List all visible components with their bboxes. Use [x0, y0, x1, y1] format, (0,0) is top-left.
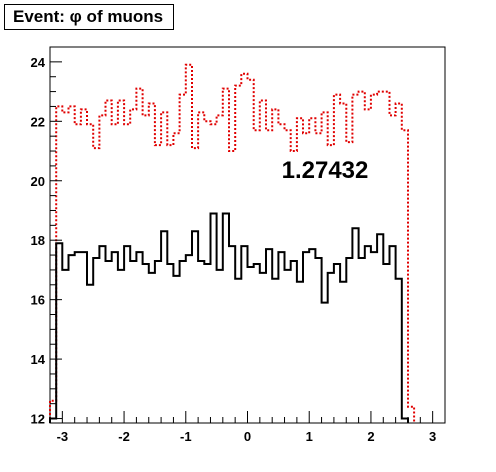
x-tick-label: 2 — [367, 429, 374, 444]
x-tick-label: -2 — [118, 429, 130, 444]
plot-frame — [49, 46, 446, 424]
x-tick-label: 3 — [429, 429, 436, 444]
y-tick-label: 24 — [31, 55, 46, 70]
x-tick-label: -3 — [57, 429, 69, 444]
chart-title: Event: φ of muons — [4, 4, 175, 30]
series-layer — [49, 63, 416, 423]
x-tick-label: 1 — [306, 429, 313, 444]
histogram-series-2 — [49, 212, 409, 423]
y-tick-label: 20 — [31, 174, 45, 189]
y-tick-label: 16 — [31, 293, 45, 308]
y-tick-label: 12 — [31, 412, 45, 427]
annotation-label: 1.27432 — [282, 157, 369, 184]
y-tick-label: 18 — [31, 233, 45, 248]
y-tick-label: 22 — [31, 114, 45, 129]
y-tick-label: 14 — [31, 352, 46, 367]
histogram-series-1 — [49, 63, 416, 423]
x-tick-label: -1 — [180, 429, 192, 444]
x-tick-label: 0 — [244, 429, 251, 444]
